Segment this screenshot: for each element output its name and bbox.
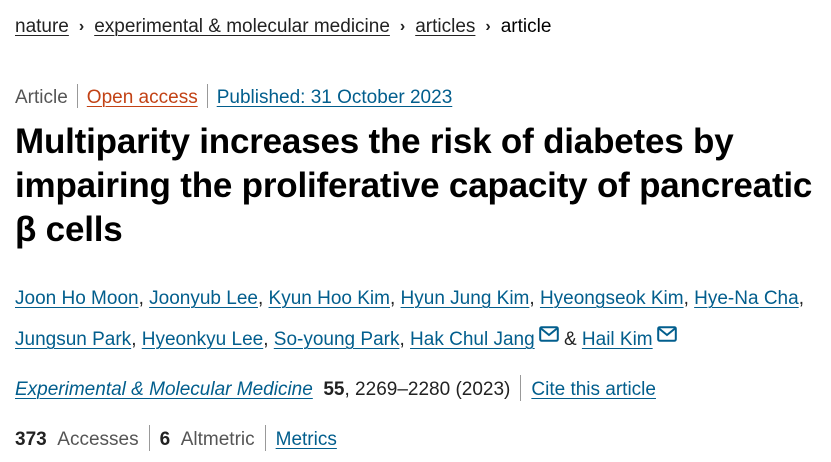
author-link[interactable]: Hyeongseok Kim — [539, 288, 684, 309]
journal-volume: 55 — [323, 379, 345, 400]
author-list: Joon Ho Moon, Joonyub Lee, Kyun Hoo Kim,… — [15, 280, 815, 359]
chevron-right-icon: › — [399, 18, 406, 35]
breadcrumb-link-articles[interactable]: articles — [415, 16, 476, 37]
breadcrumb: nature › experimental & molecular medicine… — [15, 14, 551, 41]
author-link[interactable]: Kyun Hoo Kim — [268, 288, 390, 309]
breadcrumb-link-nature[interactable]: nature — [15, 16, 69, 37]
author-separator: , — [798, 288, 804, 309]
author-link[interactable]: Hyun Jung Kim — [400, 288, 530, 309]
metrics-divider — [148, 425, 150, 451]
mail-icon[interactable] — [538, 318, 559, 356]
citation-row: Experimental & Molecular Medicine 55, 22… — [15, 375, 656, 403]
author-link[interactable]: Hye-Na Cha — [694, 288, 799, 309]
article-type: Article — [15, 87, 68, 108]
author-separator: , — [529, 288, 540, 309]
metrics-row: 373 Accesses 6 Altmetric Metrics — [15, 425, 337, 453]
author-separator: , — [138, 288, 150, 309]
author-link[interactable]: Hail Kim — [581, 329, 653, 350]
author-link[interactable]: Jungsun Park — [15, 329, 132, 350]
altmetric-count: 6 — [159, 429, 171, 450]
chevron-right-icon: › — [485, 18, 491, 35]
journal-pages: , 2269–2280 (2023) — [344, 379, 511, 400]
author-link[interactable]: Joonyub Lee — [149, 288, 258, 309]
article-title: Multiparity increases the risk of diabet… — [15, 122, 813, 249]
author-separator: , — [389, 288, 401, 309]
author-separator: , — [257, 288, 269, 309]
meta-divider — [206, 84, 208, 108]
author-link[interactable]: Joon Ho Moon — [15, 288, 139, 309]
metrics-divider — [264, 425, 266, 451]
cite-this-article-link[interactable]: Cite this article — [531, 379, 656, 400]
author-link[interactable]: Hyeonkyu Lee — [141, 329, 264, 350]
citation-divider — [520, 375, 522, 401]
breadcrumb-current: article — [500, 16, 552, 37]
breadcrumb-link-journal[interactable]: experimental & molecular medicine — [94, 16, 390, 37]
author-link[interactable]: So-young Park — [273, 329, 400, 350]
mail-icon[interactable] — [656, 318, 677, 356]
author-separator: , — [399, 329, 411, 350]
author-separator: , — [683, 288, 695, 309]
accesses-label: Accesses — [57, 429, 139, 450]
meta-divider — [76, 84, 78, 108]
author-link[interactable]: Hak Chul Jang — [410, 329, 535, 350]
open-access-link[interactable]: Open access — [86, 87, 198, 108]
journal-link[interactable]: Experimental & Molecular Medicine — [15, 379, 313, 400]
altmetric-label: Altmetric — [180, 429, 255, 450]
article-meta: Article Open access Published: 31 October … — [15, 84, 452, 111]
author-and: & — [563, 329, 577, 350]
author-separator: , — [131, 329, 142, 350]
author-separator: , — [263, 329, 274, 350]
metrics-link[interactable]: Metrics — [275, 429, 337, 450]
accesses-count: 373 — [15, 429, 47, 450]
published-date-link[interactable]: Published: 31 October 2023 — [216, 87, 453, 108]
chevron-right-icon: › — [78, 18, 85, 35]
